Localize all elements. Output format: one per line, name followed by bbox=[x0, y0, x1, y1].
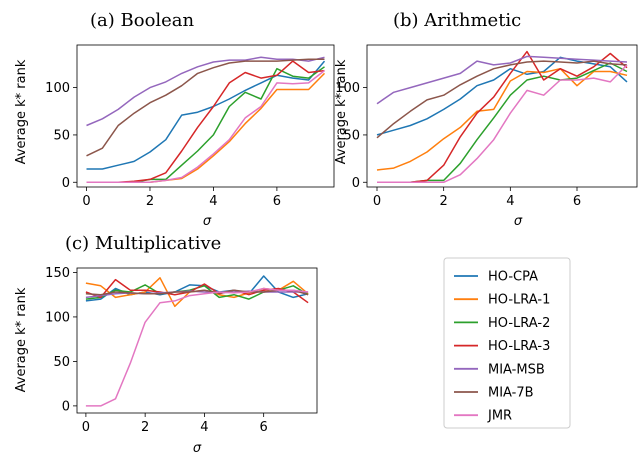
panel-arithmetic: (b) Arithmetic Average k* rank σ 0 2 4 6 0 50… bbox=[334, 10, 638, 229]
y-tick-label-multiplicative: 100 bbox=[45, 310, 70, 325]
series-line-arithmetic-mia-msb bbox=[376, 55, 628, 105]
legend-box bbox=[443, 257, 571, 429]
xlabel-boolean: σ bbox=[203, 214, 212, 229]
legend: HO-CPA HO-LRA-1 HO-LRA-2 HO-LRA-3 MIA-MSB MIA… bbox=[443, 257, 571, 429]
y-tick-label-arithmetic: 0 bbox=[352, 176, 360, 191]
plot-area-boolean: 0 2 4 6 0 50 100 bbox=[45, 44, 335, 209]
legend-label-mia-7b: MIA-7B bbox=[488, 386, 534, 401]
x-tick-label-arithmetic: 6 bbox=[573, 194, 581, 209]
x-tick-label-arithmetic: 4 bbox=[506, 194, 514, 209]
x-tick-label-boolean: 6 bbox=[273, 194, 281, 209]
xlabel-multiplicative: σ bbox=[193, 441, 202, 456]
panel-title-multiplicative: (c) Multiplicative bbox=[65, 233, 221, 254]
x-tick-label-multiplicative: 2 bbox=[141, 420, 149, 435]
series-line-arithmetic-mia-7b bbox=[376, 60, 628, 139]
legend-label-ho-lra-2: HO-LRA-2 bbox=[488, 316, 550, 331]
axes-frame-multiplicative bbox=[76, 267, 318, 414]
ylabel-arithmetic: Average k* rank bbox=[334, 59, 349, 164]
series-line-boolean-ho-lra-1 bbox=[86, 72, 326, 184]
y-tick-label-multiplicative: 0 bbox=[62, 399, 70, 414]
series-line-boolean-mia-7b bbox=[86, 58, 325, 157]
series-line-arithmetic-ho-lra-2 bbox=[377, 62, 628, 184]
legend-label-ho-lra-1: HO-LRA-1 bbox=[488, 293, 550, 308]
x-tick-label-multiplicative: 6 bbox=[260, 420, 268, 435]
series-line-boolean-ho-cpa bbox=[86, 60, 326, 170]
panel-boolean: (a) Boolean Average k* rank σ 0 2 4 6 0 50 100 bbox=[14, 10, 335, 229]
xlabel-arithmetic: σ bbox=[514, 214, 523, 229]
series-line-arithmetic-ho-lra-1 bbox=[376, 67, 628, 171]
x-tick-label-boolean: 2 bbox=[146, 194, 154, 209]
y-tick-label-multiplicative: 50 bbox=[53, 355, 70, 370]
ylabel-boolean: Average k* rank bbox=[14, 59, 29, 164]
ylabel-multiplicative: Average k* rank bbox=[14, 287, 29, 392]
plot-area-arithmetic: 0 2 4 6 0 50 100 bbox=[335, 44, 638, 209]
y-tick-label-boolean: 100 bbox=[45, 81, 70, 96]
panel-title-boolean: (a) Boolean bbox=[90, 10, 195, 31]
panel-multiplicative: (c) Multiplicative Average k* rank σ 0 2 4… bbox=[14, 233, 318, 456]
series-line-multiplicative-jmr bbox=[85, 287, 309, 407]
series-line-boolean-jmr bbox=[86, 70, 325, 184]
series-line-arithmetic-ho-lra-3 bbox=[377, 50, 628, 184]
y-tick-label-multiplicative: 150 bbox=[45, 266, 70, 281]
y-tick-label-arithmetic: 100 bbox=[335, 81, 360, 96]
axes-frame-boolean bbox=[76, 44, 335, 188]
x-tick-label-arithmetic: 0 bbox=[373, 194, 381, 209]
legend-label-ho-lra-3: HO-LRA-3 bbox=[488, 339, 550, 354]
legend-label-ho-cpa: HO-CPA bbox=[488, 270, 538, 285]
series-line-boolean-mia-msb bbox=[86, 56, 325, 127]
axes-frame-arithmetic bbox=[366, 44, 638, 188]
y-tick-label-arithmetic: 50 bbox=[343, 128, 360, 143]
x-tick-label-boolean: 4 bbox=[209, 194, 217, 209]
series-line-arithmetic-jmr bbox=[377, 64, 628, 184]
plot-area-multiplicative: 0 2 4 6 0 50 100 150 bbox=[45, 266, 318, 435]
legend-label-jmr: JMR bbox=[487, 409, 512, 424]
legend-label-mia-msb: MIA-MSB bbox=[488, 362, 545, 377]
x-tick-label-multiplicative: 4 bbox=[200, 420, 208, 435]
y-tick-label-boolean: 50 bbox=[53, 128, 70, 143]
x-tick-label-arithmetic: 2 bbox=[440, 194, 448, 209]
panel-title-arithmetic: (b) Arithmetic bbox=[393, 10, 521, 31]
x-tick-label-multiplicative: 0 bbox=[82, 420, 90, 435]
series-line-multiplicative-mia-7b bbox=[85, 289, 309, 296]
y-tick-label-boolean: 0 bbox=[62, 176, 70, 191]
x-tick-label-boolean: 0 bbox=[82, 194, 90, 209]
